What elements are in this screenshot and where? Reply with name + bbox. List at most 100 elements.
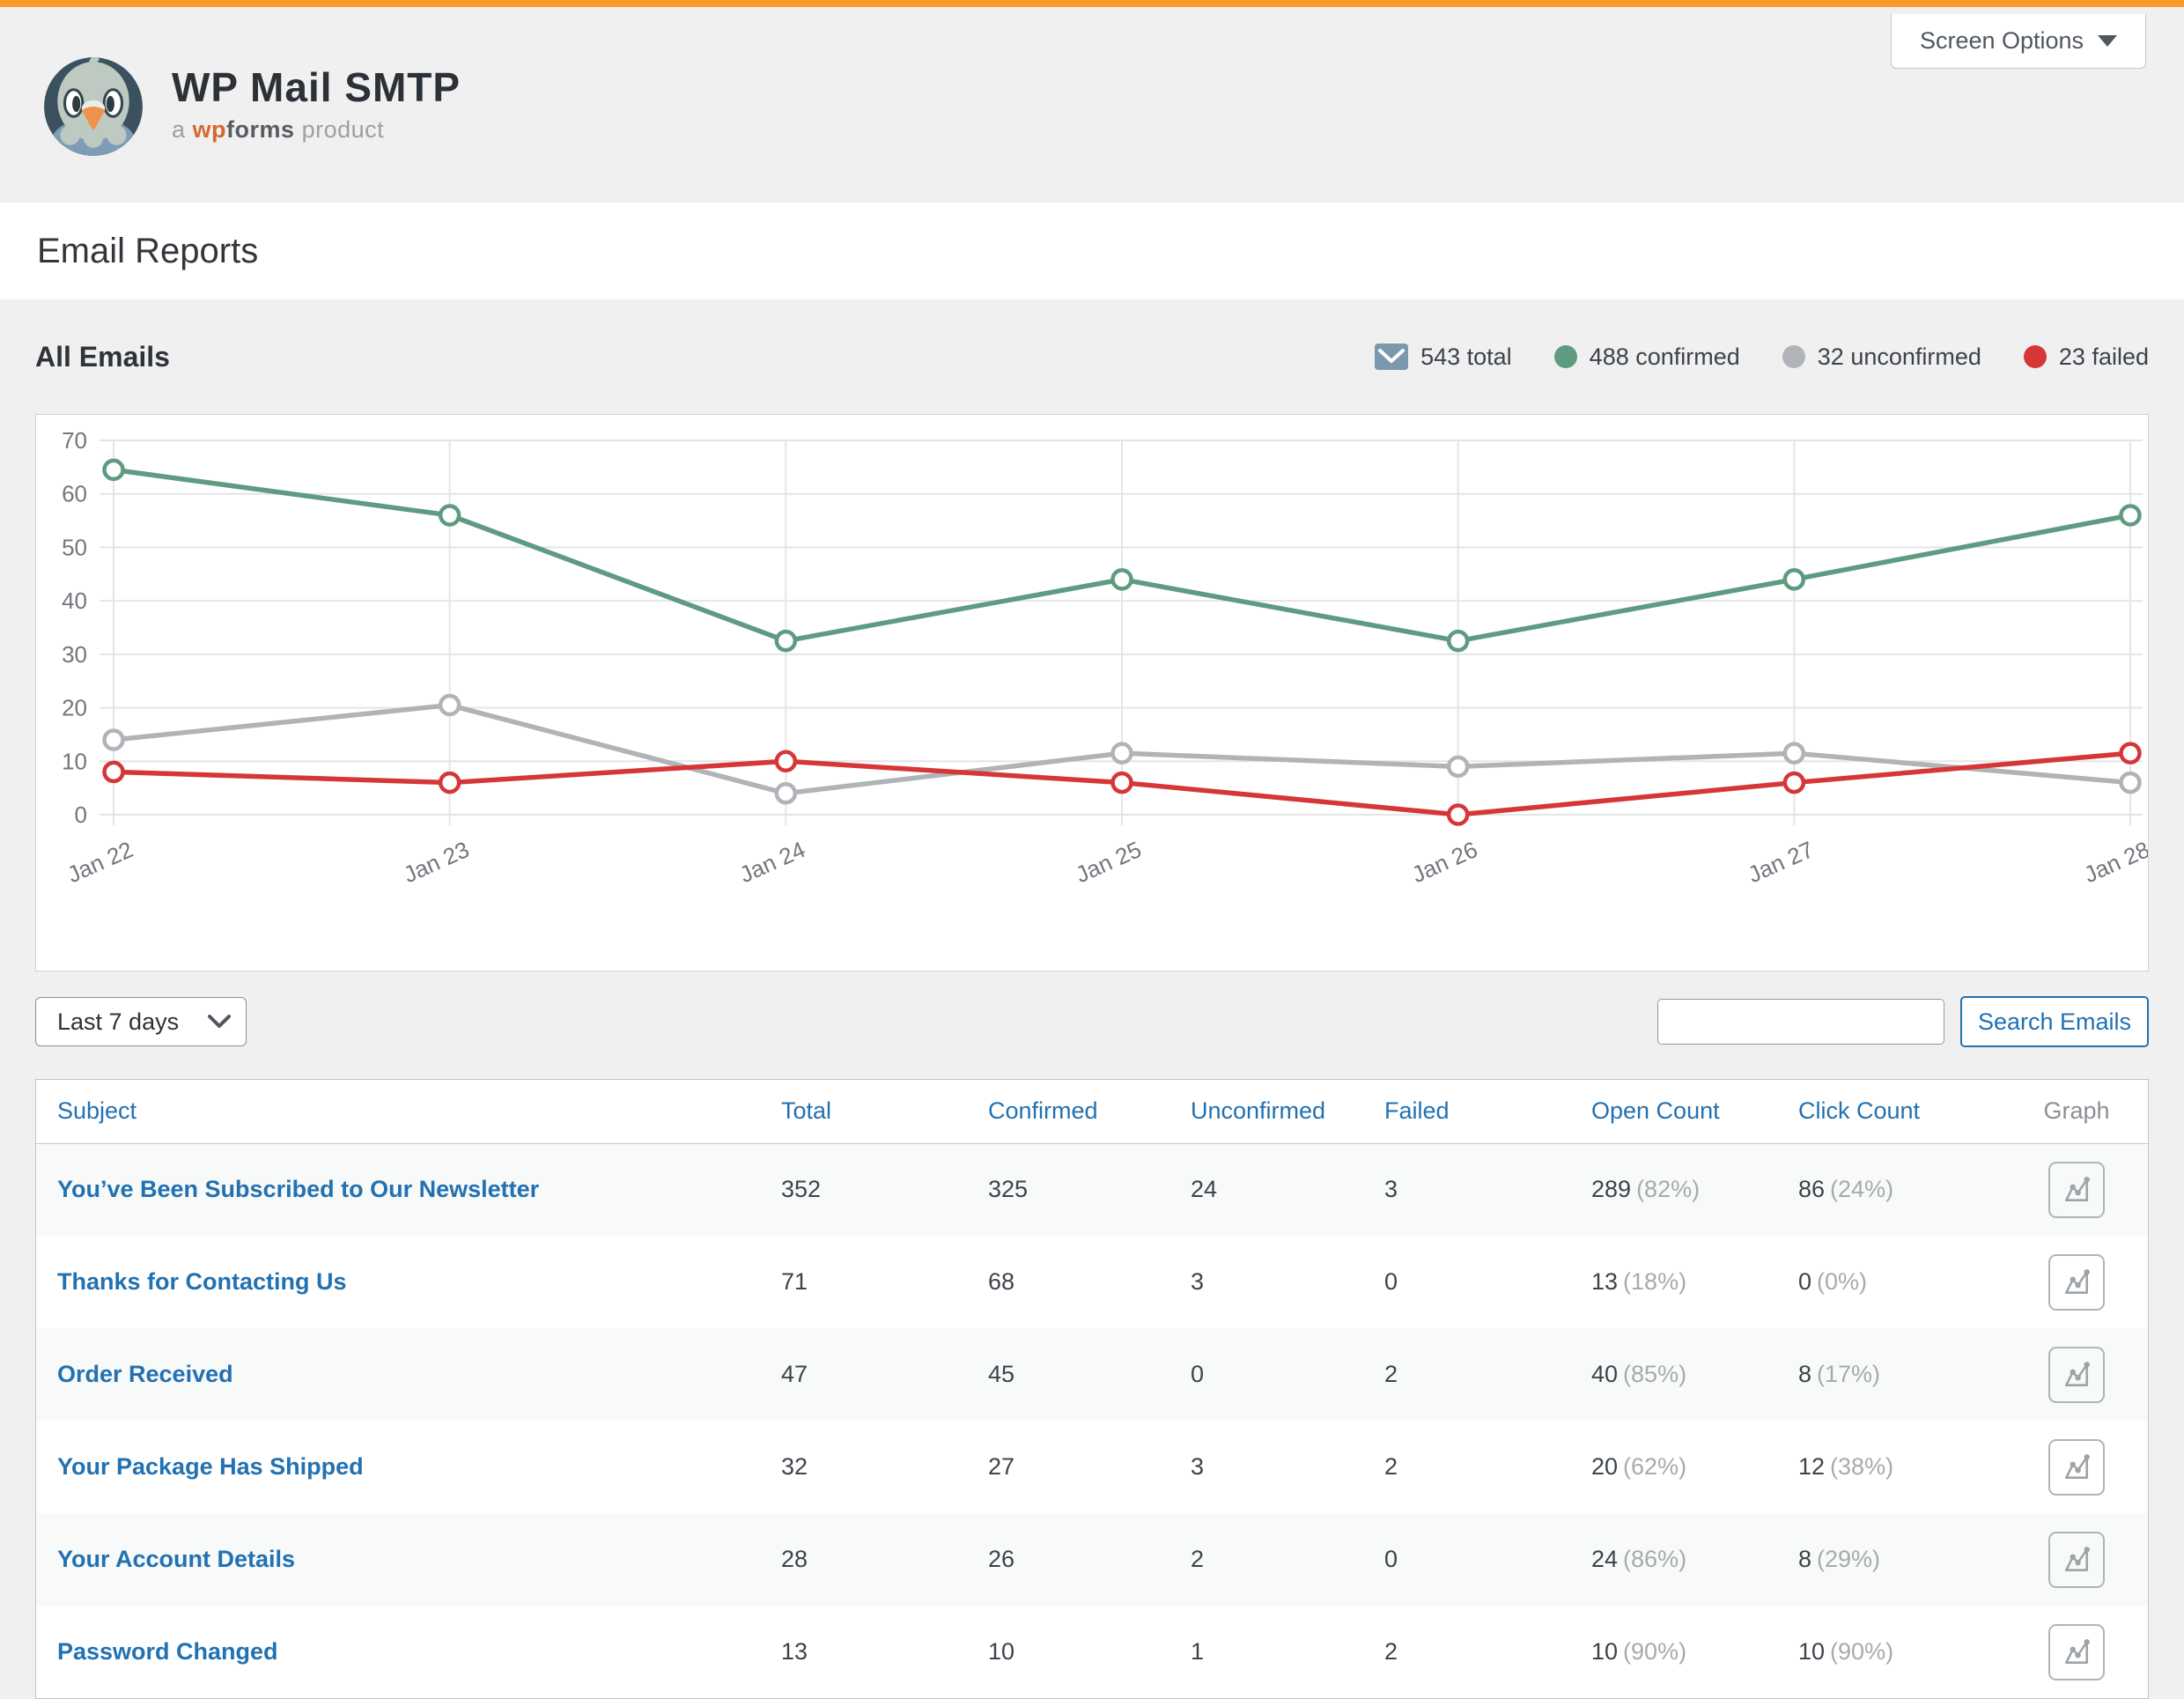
email-reports-table: Subject Total Confirmed Unconfirmed Fail… <box>36 1080 2148 1698</box>
click-count-value: 0 <box>1798 1268 1812 1295</box>
table-row: Your Account Details 28 26 2 0 24 (86%) 8… <box>36 1513 2148 1606</box>
click-count-value: 86 <box>1798 1176 1826 1203</box>
email-subject-link[interactable]: Your Package Has Shipped <box>57 1453 364 1480</box>
search-emails-button[interactable]: Search Emails <box>1960 996 2149 1047</box>
y-axis-tick-label: 70 <box>62 427 87 454</box>
column-header-unconfirmed[interactable]: Unconfirmed <box>1164 1080 1358 1144</box>
cell-failed: 3 <box>1384 1176 1398 1203</box>
app-tagline: a wpforms product <box>172 116 461 144</box>
line-chart-svg: 0 10 20 30 40 50 60 70 Jan 22 Jan 23 Jan 24 Jan 25 J… <box>62 427 2148 888</box>
open-count-value: 13 <box>1591 1268 1619 1295</box>
mini-line-chart-icon <box>2065 1268 2090 1294</box>
table-row: Your Package Has Shipped 32 27 3 2 20 (62… <box>36 1421 2148 1513</box>
click-count-percent: (29%) <box>1817 1546 1881 1572</box>
confirmed-dot-icon <box>1553 345 1577 368</box>
data-point-confirmed <box>2119 504 2142 527</box>
legend-total-label: 543 total <box>1420 343 1512 370</box>
email-subject-link[interactable]: Password Changed <box>57 1638 278 1665</box>
row-graph-button[interactable] <box>2048 1438 2105 1496</box>
email-subject-link[interactable]: Your Account Details <box>57 1546 296 1572</box>
table-header-row: Subject Total Confirmed Unconfirmed Fail… <box>36 1080 2148 1144</box>
page-title: Email Reports <box>37 231 259 270</box>
y-axis-tick-label: 60 <box>62 481 87 507</box>
y-axis-tick-label: 30 <box>62 641 87 668</box>
column-header-confirmed[interactable]: Confirmed <box>962 1080 1164 1144</box>
cell-click-count: 8 (29%) <box>1772 1513 2005 1606</box>
date-range-select[interactable]: Last 7 days <box>35 997 247 1046</box>
main-content: All Emails 543 total 488 confirmed 32 un… <box>0 299 2184 1699</box>
data-point-confirmed <box>1782 568 1806 591</box>
data-point-failed <box>1446 803 1470 826</box>
column-header-click-count[interactable]: Click Count <box>1772 1080 2005 1144</box>
row-graph-button[interactable] <box>2048 1531 2105 1588</box>
table-row: Order Received 47 45 0 2 40 (85%) 8 (17%) <box>36 1328 2148 1421</box>
column-header-total[interactable]: Total <box>755 1080 962 1144</box>
search-input[interactable] <box>1657 999 1944 1045</box>
open-count-percent: (90%) <box>1623 1638 1687 1665</box>
tagline-suffix: product <box>301 115 385 143</box>
email-subject-link[interactable]: Order Received <box>57 1361 233 1387</box>
cell-total: 71 <box>781 1268 808 1295</box>
column-header-open-count[interactable]: Open Count <box>1565 1080 1772 1144</box>
data-point-unconfirmed <box>102 728 125 751</box>
emails-line-chart: 0 10 20 30 40 50 60 70 Jan 22 Jan 23 Jan 24 Jan 25 J… <box>35 414 2149 971</box>
legend-confirmed-label: 488 confirmed <box>1589 343 1740 370</box>
click-count-percent: (90%) <box>1830 1638 1894 1665</box>
envelope-icon <box>1375 343 1409 370</box>
screen-options-button[interactable]: Screen Options <box>1891 14 2146 69</box>
mini-line-chart-icon <box>2065 1361 2090 1386</box>
data-point-confirmed <box>438 504 461 527</box>
cell-total: 32 <box>781 1453 808 1480</box>
legend-item-failed: 23 failed <box>2023 343 2149 371</box>
app-title: WP Mail SMTP <box>172 63 461 110</box>
cell-open-count: 10 (90%) <box>1565 1606 1772 1698</box>
cell-open-count: 40 (85%) <box>1565 1328 1772 1421</box>
cell-confirmed: 10 <box>988 1638 1015 1665</box>
cell-open-count: 24 (86%) <box>1565 1513 1772 1606</box>
data-point-unconfirmed <box>1110 742 1133 765</box>
click-count-value: 8 <box>1798 1361 1812 1387</box>
cell-unconfirmed: 3 <box>1191 1268 1205 1295</box>
click-count-percent: (17%) <box>1817 1361 1881 1387</box>
logo-text-block: WP Mail SMTP a wpforms product <box>172 67 461 144</box>
cell-graph <box>2005 1421 2148 1513</box>
column-header-graph: Graph <box>2005 1080 2148 1144</box>
open-count-percent: (18%) <box>1623 1268 1687 1295</box>
data-point-confirmed <box>1446 629 1470 653</box>
data-point-failed <box>438 771 461 794</box>
x-axis-tick-label: Jan 27 <box>1744 836 1818 888</box>
x-axis-tick-label: Jan 24 <box>735 836 809 888</box>
data-point-unconfirmed <box>1782 742 1806 765</box>
x-axis-tick-label: Jan 22 <box>63 836 137 888</box>
open-count-value: 40 <box>1591 1361 1619 1387</box>
cell-total: 352 <box>781 1176 822 1203</box>
row-graph-button[interactable] <box>2048 1161 2105 1218</box>
cell-unconfirmed: 1 <box>1191 1638 1205 1665</box>
email-subject-link[interactable]: You’ve Been Subscribed to Our Newsletter <box>57 1176 540 1203</box>
email-subject-link[interactable]: Thanks for Contacting Us <box>57 1268 347 1295</box>
row-graph-button[interactable] <box>2048 1253 2105 1311</box>
row-graph-button[interactable] <box>2048 1623 2105 1681</box>
cell-subject: You’ve Been Subscribed to Our Newsletter <box>36 1143 755 1236</box>
legend-item-total: 543 total <box>1375 343 1512 371</box>
cell-open-count: 13 (18%) <box>1565 1236 1772 1328</box>
tagline-brand-wp: wp <box>192 115 227 143</box>
mini-line-chart-icon <box>2065 1453 2090 1479</box>
date-range-select-wrap: Last 7 days <box>35 997 247 1046</box>
cell-click-count: 8 (17%) <box>1772 1328 2005 1421</box>
cell-failed: 2 <box>1384 1453 1398 1480</box>
column-header-failed[interactable]: Failed <box>1358 1080 1565 1144</box>
column-header-subject[interactable]: Subject <box>36 1080 755 1144</box>
tagline-prefix: a <box>172 115 186 143</box>
cell-click-count: 86 (24%) <box>1772 1143 2005 1236</box>
cell-total: 13 <box>781 1638 808 1665</box>
legend-failed-label: 23 failed <box>2058 343 2149 370</box>
row-graph-button[interactable] <box>2048 1346 2105 1403</box>
cell-graph <box>2005 1143 2148 1236</box>
x-axis-tick-label: Jan 26 <box>1408 836 1482 888</box>
click-count-value: 12 <box>1798 1453 1826 1480</box>
legend-item-confirmed: 488 confirmed <box>1553 343 1740 371</box>
cell-unconfirmed: 0 <box>1191 1361 1205 1387</box>
data-point-failed <box>1110 771 1133 794</box>
open-count-percent: (85%) <box>1623 1361 1687 1387</box>
